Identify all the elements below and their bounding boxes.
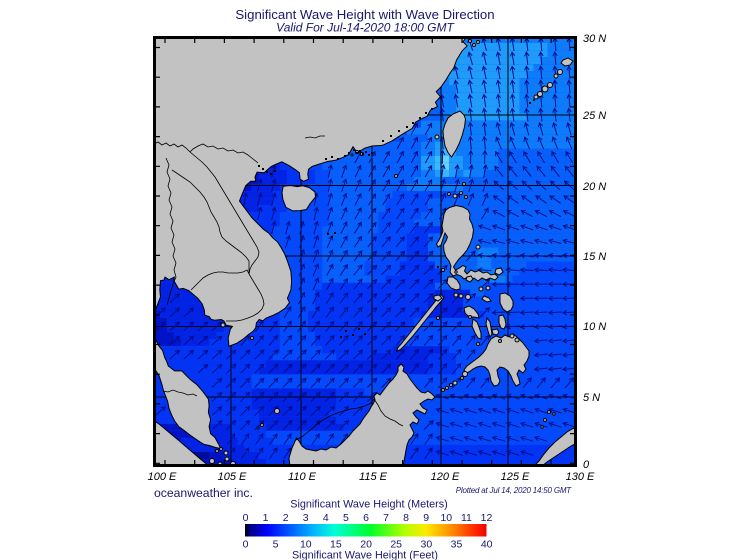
svg-text:30: 30 — [421, 539, 433, 551]
svg-text:15 N: 15 N — [583, 251, 606, 263]
svg-text:0: 0 — [243, 512, 249, 524]
svg-text:11: 11 — [461, 512, 472, 524]
svg-text:35: 35 — [451, 539, 463, 551]
svg-text:10: 10 — [300, 539, 312, 551]
svg-text:5: 5 — [273, 539, 279, 551]
svg-text:8: 8 — [403, 512, 409, 524]
svg-text:20: 20 — [360, 539, 372, 551]
svg-text:9: 9 — [423, 512, 429, 524]
svg-text:Significant Wave Height (Feet): Significant Wave Height (Feet) — [292, 550, 438, 560]
svg-text:115 E: 115 E — [359, 471, 388, 483]
svg-text:1: 1 — [263, 512, 269, 524]
svg-text:5 N: 5 N — [583, 392, 600, 404]
svg-text:3: 3 — [303, 512, 309, 524]
svg-text:125 E: 125 E — [501, 471, 530, 483]
svg-text:100 E: 100 E — [148, 471, 177, 483]
svg-text:12: 12 — [481, 512, 493, 524]
svg-text:120 E: 120 E — [431, 471, 460, 483]
svg-text:4: 4 — [323, 512, 329, 524]
svg-text:oceanweather inc.: oceanweather inc. — [154, 486, 253, 500]
svg-text:Valid For Jul-14-2020 18:00 GM: Valid For Jul-14-2020 18:00 GMT — [276, 21, 455, 35]
svg-text:2: 2 — [283, 512, 289, 524]
svg-text:15: 15 — [330, 539, 342, 551]
svg-text:25: 25 — [390, 539, 402, 551]
svg-text:Plotted at Jul 14, 2020 14:50: Plotted at Jul 14, 2020 14:50 GMT — [456, 486, 573, 495]
svg-text:110 E: 110 E — [288, 471, 317, 483]
svg-text:130 E: 130 E — [566, 471, 595, 483]
svg-text:Significant Wave Height (Meter: Significant Wave Height (Meters) — [290, 499, 447, 511]
svg-text:6: 6 — [363, 512, 369, 524]
svg-text:20 N: 20 N — [582, 181, 606, 193]
svg-text:40: 40 — [481, 539, 493, 551]
svg-text:Significant Wave Height with W: Significant Wave Height with Wave Direct… — [235, 7, 494, 22]
svg-text:10: 10 — [440, 512, 452, 524]
svg-text:105 E: 105 E — [218, 471, 247, 483]
svg-text:7: 7 — [383, 512, 389, 524]
svg-text:0: 0 — [243, 539, 249, 551]
svg-text:30 N: 30 N — [583, 33, 606, 45]
svg-text:0: 0 — [583, 459, 590, 471]
svg-text:5: 5 — [343, 512, 349, 524]
svg-text:10 N: 10 N — [583, 321, 606, 333]
svg-text:25 N: 25 N — [582, 110, 606, 122]
